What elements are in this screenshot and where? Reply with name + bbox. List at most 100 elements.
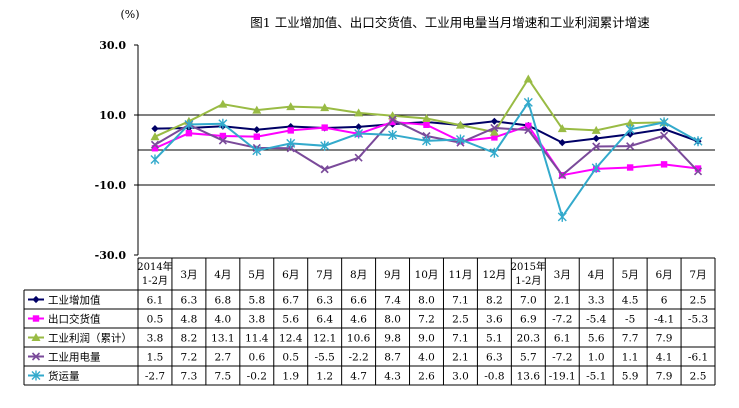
data-label: -5.5 <box>315 352 335 364</box>
series-line <box>154 77 665 138</box>
data-point <box>490 123 499 133</box>
data-label: 7.9 <box>656 371 673 383</box>
legend-entry: 工业用电量 <box>28 351 101 364</box>
data-label: 0.5 <box>282 352 299 364</box>
data-label: 6.4 <box>316 314 333 326</box>
data-point <box>422 114 431 122</box>
axis-layer: 30.0 10.0 -10.0 -30.0 <box>95 39 715 262</box>
x-tick-label: 5月 <box>622 269 639 281</box>
legend-entry: 工业利润（累计） <box>28 332 132 345</box>
data-point <box>388 129 398 140</box>
data-label: 10.6 <box>347 333 371 345</box>
data-label: 2.1 <box>452 352 469 364</box>
data-label: -5.4 <box>586 314 607 326</box>
data-point <box>185 130 193 137</box>
data-label: -5 <box>625 314 635 326</box>
series-2 <box>151 118 702 179</box>
data-label: 7.1 <box>452 295 469 307</box>
data-label: 8.0 <box>418 295 435 307</box>
data-point <box>184 119 194 130</box>
data-point <box>389 118 396 126</box>
data-point <box>660 161 668 168</box>
data-label: 8.0 <box>384 314 401 326</box>
data-label: 0.5 <box>147 314 164 326</box>
data-label: 2.5 <box>452 314 469 326</box>
data-label: -19.1 <box>549 371 576 383</box>
data-point <box>218 99 228 108</box>
data-point <box>253 133 260 140</box>
data-label: -2.2 <box>348 352 368 364</box>
data-point <box>557 211 567 222</box>
data-label: 1.9 <box>282 371 299 383</box>
data-point <box>320 165 329 174</box>
data-label: 6.3 <box>316 295 333 307</box>
data-label: 0.6 <box>248 352 265 364</box>
data-label: 7.9 <box>656 333 673 345</box>
data-label: 1.1 <box>622 352 639 364</box>
data-label: 7.5 <box>215 371 232 383</box>
data-point <box>625 118 635 127</box>
data-point <box>32 315 40 322</box>
data-label: 3.6 <box>486 314 503 326</box>
data-label: -0.2 <box>247 371 267 383</box>
data-label: 6.8 <box>215 295 232 307</box>
data-label: 7.3 <box>181 371 198 383</box>
legend-entry: 出口交货值 <box>28 313 101 326</box>
data-label: 2.7 <box>215 352 232 364</box>
data-point <box>591 162 601 173</box>
data-point <box>523 97 533 108</box>
data-label: 6 <box>661 295 668 307</box>
data-point <box>388 115 397 124</box>
data-label: 13.6 <box>517 371 541 383</box>
x-tick-label: 2014年 <box>137 260 172 273</box>
data-point <box>591 125 601 134</box>
data-label: 4.7 <box>350 371 367 383</box>
data-label: 12.4 <box>279 333 303 345</box>
x-tick-label: 7月 <box>689 269 706 281</box>
data-point <box>558 171 567 180</box>
x-tick-label: 1-2月 <box>515 275 541 287</box>
data-label: 5.7 <box>520 352 537 364</box>
x-tick-label: 3月 <box>554 269 571 281</box>
y-tick-label: 10.0 <box>99 109 126 122</box>
x-tick-label: 12月 <box>482 269 506 281</box>
data-point <box>320 103 330 112</box>
data-table: 2014年 1-2月 3月 4月 5月 6月 7月 8月 9月 10月 11月 12月 2015年 1-2… <box>23 257 716 386</box>
data-label: -5.3 <box>688 314 708 326</box>
data-label: 9.0 <box>418 333 435 345</box>
data-label: 4.8 <box>181 314 198 326</box>
data-label: -4.1 <box>654 314 674 326</box>
data-point <box>150 154 160 165</box>
data-point <box>31 352 41 361</box>
series-layer <box>150 74 703 222</box>
data-point <box>490 117 498 125</box>
legend-label: 工业用电量 <box>48 351 101 364</box>
data-point <box>286 138 296 149</box>
data-label: 13.1 <box>211 333 234 345</box>
data-label: -2.7 <box>145 371 165 383</box>
data-label: -7.2 <box>552 352 572 364</box>
data-label: 6.3 <box>181 295 198 307</box>
data-point <box>354 128 364 139</box>
x-tick-label: 4月 <box>214 269 231 281</box>
x-tick-label: 6月 <box>282 269 299 281</box>
legend-label: 工业增加值 <box>48 294 101 307</box>
data-point <box>287 127 294 134</box>
data-point <box>218 118 228 129</box>
data-point <box>625 124 635 135</box>
data-point <box>525 122 532 130</box>
data-label: 1.0 <box>588 352 605 364</box>
data-label: 8.2 <box>181 333 198 345</box>
legend-entry: 工业增加值 <box>28 294 101 307</box>
data-point <box>355 123 363 131</box>
data-label: 6.1 <box>147 295 164 307</box>
x-tick-label: 2015年 <box>511 260 546 273</box>
data-point <box>523 74 533 83</box>
chart-title: 图1 工业增加值、出口交货值、工业用电量当月增速和工业利润累计增速 <box>250 15 650 30</box>
data-label: 7.2 <box>181 352 198 364</box>
x-tick-label: 4月 <box>588 269 605 281</box>
data-label: 20.3 <box>517 333 540 345</box>
series-line <box>154 120 699 177</box>
data-point <box>455 134 465 145</box>
legend-label: 货运量 <box>48 370 80 383</box>
